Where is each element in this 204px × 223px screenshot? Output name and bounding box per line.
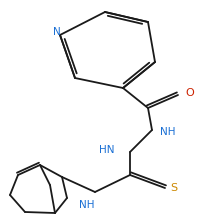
Text: NH: NH	[79, 200, 95, 210]
Text: N: N	[53, 27, 61, 37]
Text: S: S	[170, 183, 177, 193]
Text: O: O	[185, 88, 194, 98]
Text: NH: NH	[160, 127, 175, 137]
Text: HN: HN	[100, 145, 115, 155]
